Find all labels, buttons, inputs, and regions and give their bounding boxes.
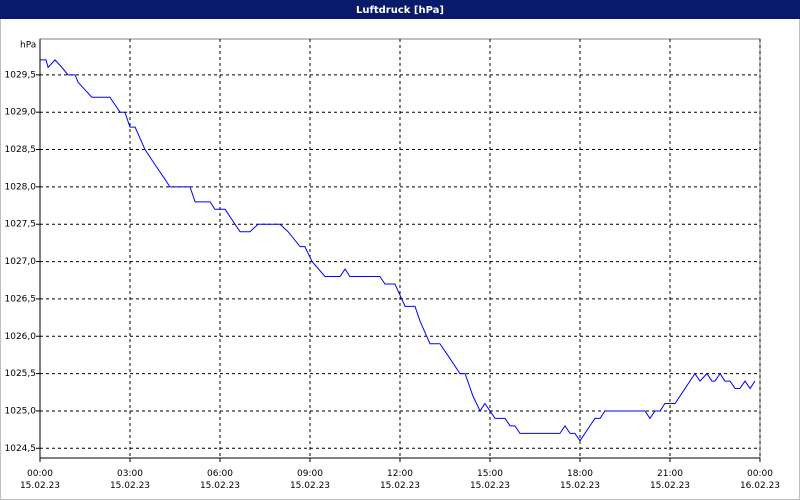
x-tick-label: 12:00 15.02.23 — [380, 469, 420, 491]
y-tick-label: 1029,5 — [5, 70, 37, 80]
title-bar — [0, 0, 800, 19]
y-tick-label: 1028,5 — [5, 145, 37, 155]
y-tick-label: 1028,0 — [5, 182, 37, 192]
y-tick-label: 1029,0 — [5, 108, 37, 118]
chart-title: Luftdruck [hPa] — [356, 5, 444, 16]
x-tick-label: 00:00 16.02.23 — [740, 469, 780, 491]
x-tick-label: 03:00 15.02.23 — [110, 469, 150, 491]
y-tick-label: 1027,0 — [5, 257, 37, 267]
y-tick-label: 1025,0 — [5, 406, 37, 416]
data-line — [40, 59, 756, 442]
x-tick-label: 18:00 15.02.23 — [560, 469, 600, 491]
x-tick-label: 06:00 15.02.23 — [200, 469, 240, 491]
y-tick-label: 1026,0 — [5, 332, 37, 342]
y-tick-label: 1026,5 — [5, 294, 37, 304]
y-tick-label: 1024,5 — [5, 444, 37, 454]
x-tick-label: 00:00 15.02.23 — [20, 469, 60, 491]
x-tick-label: 09:00 15.02.23 — [290, 469, 330, 491]
y-tick-label: 1027,5 — [5, 220, 37, 230]
x-tick-label: 21:00 15.02.23 — [650, 469, 690, 491]
y-tick-label: 1025,5 — [5, 369, 37, 379]
x-tick-label: 15:00 15.02.23 — [470, 469, 510, 491]
y-axis-label: hPa — [20, 41, 36, 51]
